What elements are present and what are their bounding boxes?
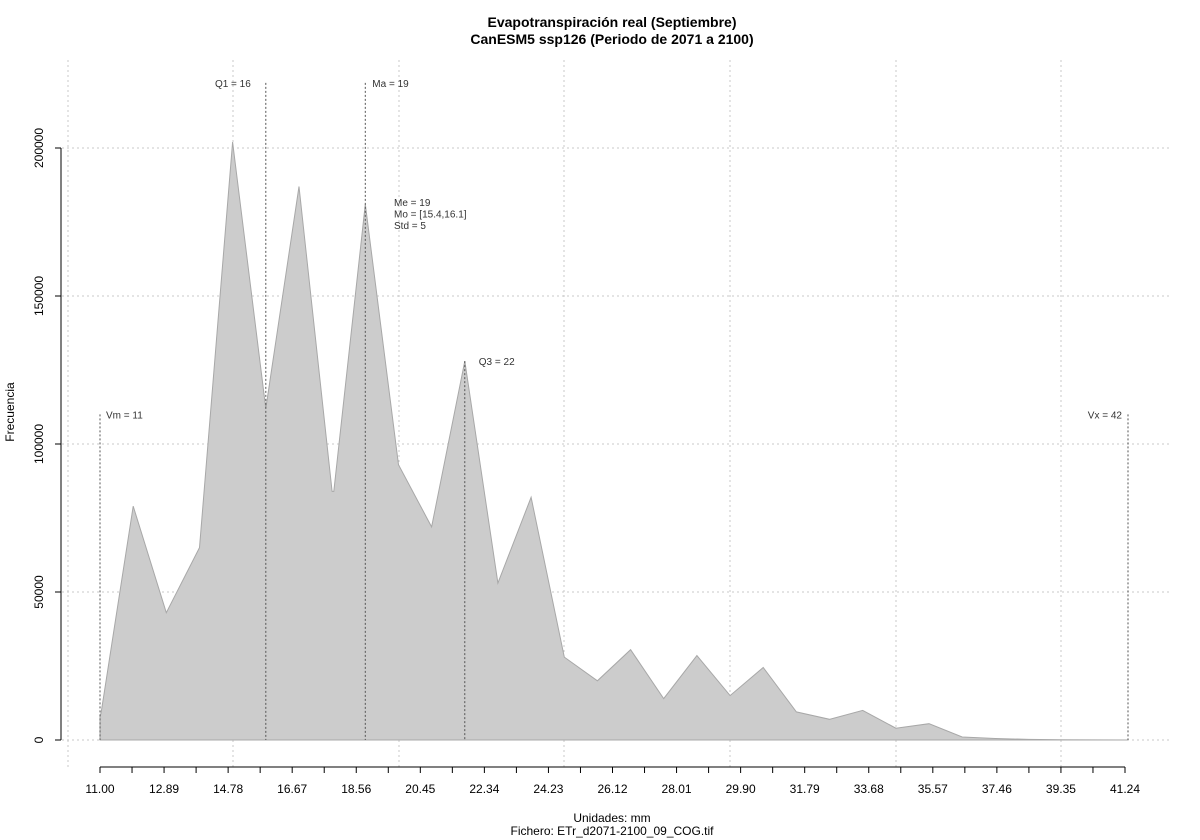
x-tick-label: 31.79 xyxy=(790,782,820,796)
x-tick-label: 35.57 xyxy=(918,782,948,796)
vx-label: Vx = 42 xyxy=(1088,410,1123,421)
x-tick-label: 41.24 xyxy=(1110,782,1140,796)
x-tick-label: 26.12 xyxy=(597,782,627,796)
area-series xyxy=(99,142,1129,741)
q1-label: Q1 = 16 xyxy=(215,79,251,90)
x-tick-label: 18.56 xyxy=(341,782,371,796)
chart-subtitle: CanESM5 ssp126 (Periodo de 2071 a 2100) xyxy=(470,31,753,47)
file-footer: Fichero: ETr_d2071-2100_09_COG.tif xyxy=(511,824,715,838)
ma-label: Ma = 19 xyxy=(372,79,409,90)
stats-label: Mo = [15.4,16.1] xyxy=(394,210,467,221)
x-tick-label: 14.78 xyxy=(213,782,243,796)
x-tick-label: 20.45 xyxy=(405,782,435,796)
x-tick-label: 12.89 xyxy=(149,782,179,796)
stats-label: Std = 5 xyxy=(394,221,426,232)
stats-label: Me = 19 xyxy=(394,198,431,209)
x-tick-label: 29.90 xyxy=(726,782,756,796)
y-tick-label: 100000 xyxy=(32,424,46,464)
area-series-path xyxy=(99,142,1129,741)
y-tick-label: 50000 xyxy=(32,575,46,609)
y-tick-label: 150000 xyxy=(32,276,46,316)
annotation-lines: Vm = 11 Q1 = 16 Ma = 19 Q3 = 22 Vx = 42 Me = … xyxy=(99,79,1129,740)
y-axis-label: Frecuencia xyxy=(3,382,17,442)
x-tick-label: 39.35 xyxy=(1046,782,1076,796)
y-tick-label: 200000 xyxy=(32,128,46,168)
chart-title: Evapotranspiración real (Septiembre) xyxy=(488,14,737,30)
q3-label: Q3 = 22 xyxy=(479,357,515,368)
axes: 11.00 12.89 14.78 16.67 18.56 20.45 22.34 24.23… xyxy=(32,128,1140,796)
x-tick-label: 33.68 xyxy=(854,782,884,796)
x-tick-label: 37.46 xyxy=(982,782,1012,796)
x-tick-label: 28.01 xyxy=(662,782,692,796)
x-tick-label: 22.34 xyxy=(469,782,499,796)
x-axis-label: Unidades: mm xyxy=(573,811,650,825)
y-tick-label: 0 xyxy=(32,736,46,743)
x-tick-label: 11.00 xyxy=(85,782,114,796)
x-tick-label: 24.23 xyxy=(533,782,563,796)
vm-label: Vm = 11 xyxy=(106,410,143,421)
x-tick-label: 16.67 xyxy=(277,782,307,796)
